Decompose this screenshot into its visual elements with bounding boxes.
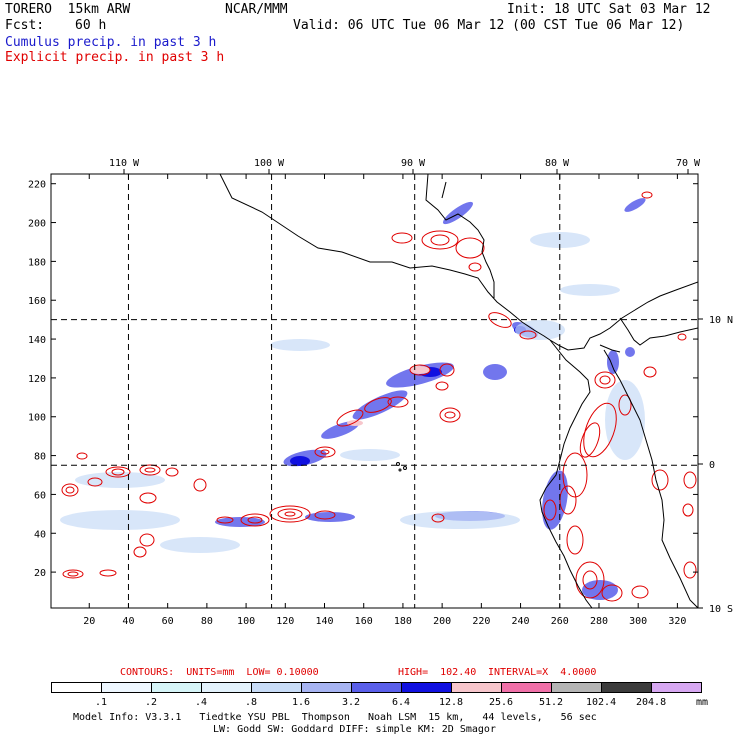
colorbar-swatch [451, 682, 502, 693]
colorbar-label: 51.2 [539, 697, 564, 708]
colorbar-swatch [151, 682, 202, 693]
explicit-field-label: Explicit precip. in past 3 h [5, 50, 225, 65]
cumulus-field-label: Cumulus precip. in past 3 h [5, 35, 217, 50]
y-tick-label: 160 [28, 296, 46, 307]
lon-label: 100 W [254, 158, 285, 169]
colorbar-swatch [601, 682, 652, 693]
lat-label: 10 N [709, 315, 733, 326]
lon-label: 110 W [109, 158, 140, 169]
valid-time: Valid: 06 UTC Tue 06 Mar 12 (00 CST Tue … [293, 18, 685, 33]
contour-high: HIGH= 102.40 [398, 667, 477, 678]
x-tick-label: 100 [237, 616, 255, 627]
colorbar-swatch [51, 682, 102, 693]
x-tick-label: 300 [629, 616, 647, 627]
x-tick-label: 240 [512, 616, 530, 627]
init-time: Init: 18 UTC Sat 03 Mar 12 [507, 2, 711, 17]
lon-label: 80 W [545, 158, 570, 169]
y-tick-label: 20 [34, 568, 46, 579]
y-tick-label: 220 [28, 180, 46, 191]
x-tick-label: 260 [551, 616, 569, 627]
colorbar-swatch [251, 682, 302, 693]
colorbar-units: mm [696, 697, 709, 708]
contour-interval: INTERVAL=X 4.0000 [488, 667, 597, 678]
lat-lon-grid [51, 174, 698, 608]
x-tick-label: 20 [83, 616, 95, 627]
physics-info: LW: Godd SW: Goddard DIFF: simple KM: 2D… [213, 724, 496, 735]
y-tick-label: 40 [34, 529, 46, 540]
colorbar-label: .4 [195, 697, 208, 708]
colorbar-swatch [101, 682, 152, 693]
colorbar-swatch [501, 682, 552, 693]
colorbar-swatch [301, 682, 352, 693]
colorbar-swatch [351, 682, 402, 693]
x-tick-label: 160 [355, 616, 373, 627]
lat-label: 10 S [709, 604, 733, 615]
axis-labels: 220 200 180 160 140 120 100 80 60 40 20 20 40 60 80 100… [28, 158, 733, 627]
axis-ticks [51, 169, 703, 609]
x-tick-label: 60 [162, 616, 174, 627]
contour-units: CONTOURS: UNITS=mm LOW= 0.10000 [120, 667, 319, 678]
org-label: NCAR/MMM [225, 2, 288, 17]
y-tick-label: 120 [28, 374, 46, 385]
x-tick-label: 140 [315, 616, 333, 627]
forecast-hours: 60 h [75, 18, 107, 33]
y-tick-label: 80 [34, 452, 46, 463]
model-info: Model Info: V3.3.1 Tiedtke YSU PBL Thomp… [73, 712, 597, 723]
x-tick-label: 180 [394, 616, 412, 627]
colorbar-label: .2 [145, 697, 158, 708]
x-tick-label: 120 [276, 616, 294, 627]
colorbar-label: 204.8 [636, 697, 667, 708]
y-tick-label: 140 [28, 335, 46, 346]
colorbar-label: 102.4 [586, 697, 617, 708]
colorbar-label: 3.2 [342, 697, 361, 708]
y-tick-label: 100 [28, 413, 46, 424]
colorbar-label: 1.6 [292, 697, 311, 708]
forecast-label: Fcst: [5, 18, 45, 33]
lat-label: 0 [709, 460, 715, 471]
y-tick-label: 180 [28, 257, 46, 268]
x-tick-label: 280 [590, 616, 608, 627]
colorbar-swatch [201, 682, 252, 693]
y-tick-label: 200 [28, 219, 46, 230]
lon-label: 90 W [401, 158, 426, 169]
x-tick-label: 320 [668, 616, 686, 627]
coastlines [219, 174, 698, 608]
x-tick-label: 40 [122, 616, 134, 627]
x-tick-label: 220 [472, 616, 490, 627]
colorbar-swatch [551, 682, 602, 693]
colorbar-swatch [401, 682, 452, 693]
colorbar-label: 6.4 [392, 697, 411, 708]
plot-frame [50, 173, 699, 609]
x-tick-label: 200 [433, 616, 451, 627]
model-title: TORERO 15km ARW [5, 2, 131, 17]
colorbar-label: 12.8 [439, 697, 464, 708]
colorbar-label: 25.6 [489, 697, 514, 708]
lon-label: 70 W [676, 158, 701, 169]
precip-shading [60, 191, 697, 602]
colorbar-swatch [651, 682, 702, 693]
y-tick-label: 60 [34, 490, 46, 501]
colorbar-label: .8 [245, 697, 258, 708]
x-tick-label: 80 [201, 616, 213, 627]
colorbar-label: .1 [95, 697, 108, 708]
